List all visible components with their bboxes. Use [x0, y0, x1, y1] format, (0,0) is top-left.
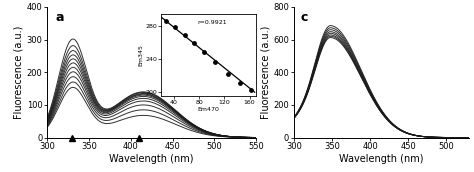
Text: r=0.9921: r=0.9921 [197, 20, 227, 25]
Y-axis label: Fluorescence (a.u.): Fluorescence (a.u.) [14, 26, 24, 119]
Point [190, 42, 198, 45]
Y-axis label: Em345: Em345 [139, 44, 144, 66]
Point [171, 26, 179, 28]
X-axis label: Wavelength (nm): Wavelength (nm) [339, 154, 424, 164]
Point [224, 73, 231, 75]
X-axis label: Wavelength (nm): Wavelength (nm) [109, 154, 194, 164]
Text: c: c [301, 11, 308, 24]
Point [201, 50, 208, 53]
Point [237, 82, 244, 84]
Point [163, 20, 170, 23]
Point [247, 88, 255, 91]
Point [181, 34, 188, 37]
X-axis label: Em470: Em470 [198, 107, 219, 112]
Text: a: a [56, 11, 64, 24]
Y-axis label: Fluorescence (a.u.): Fluorescence (a.u.) [260, 26, 270, 119]
Point [211, 61, 219, 64]
